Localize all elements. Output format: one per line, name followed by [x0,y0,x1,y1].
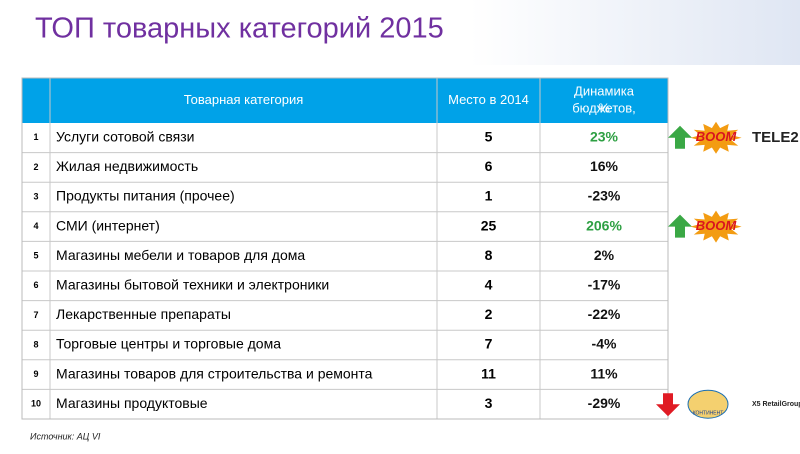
category: Магазины товаров для строительства и рем… [56,365,373,381]
dynamics: -22% [588,306,621,322]
category: СМИ (интернет) [56,217,160,233]
decoration [470,0,800,65]
category: Услуги сотовой связи [56,129,195,145]
category: Магазины продуктовые [56,395,208,411]
arrow-up [668,125,692,149]
place-2014: 3 [485,395,493,411]
place-2014: 5 [485,129,493,145]
category: Жилая недвижимость [56,158,198,174]
row-number: 9 [33,369,38,379]
row-number: 6 [33,280,38,290]
continent-logo [687,389,729,419]
dynamics: -4% [592,336,617,352]
place-2014: 4 [485,277,493,293]
dynamics: 16% [590,158,619,174]
place-2014: 8 [485,247,493,263]
row-number: 1 [33,132,38,142]
dynamics: 206% [586,217,622,233]
row-number: 7 [33,310,38,320]
place-2014: 2 [485,306,493,322]
arrow-up [668,214,692,238]
category: Магазины бытовой техники и электроники [56,277,329,293]
place-2014: 7 [485,336,493,352]
dynamics: -17% [588,277,621,293]
slide-title: ТОП товарных категорий 2015 [35,13,444,45]
category: Продукты питания (прочее) [56,188,235,204]
dynamics: -29% [588,395,621,411]
category: Магазины мебели и товаров для дома [56,247,305,263]
dynamics: 23% [590,129,619,145]
boom-burst [690,121,742,154]
header-cell: Место в 2014 [448,92,529,107]
place-2014: 1 [485,188,493,204]
row-number: 5 [33,251,38,261]
category: Торговые центры и торговые дома [56,336,281,352]
row-number: 10 [31,399,41,409]
boom-burst [690,210,742,243]
place-2014: 25 [481,217,497,233]
boom-text: BOOM [696,129,738,144]
row-number: 2 [33,162,38,172]
arrow-down [656,393,680,417]
boom-text: BOOM [696,218,738,233]
table-outline [21,77,669,420]
row-number: 4 [33,221,38,231]
brand-logo: TELE2 [752,129,799,146]
category: Лекарственные препараты [56,306,231,322]
row-number: 3 [33,191,38,201]
dynamics: -23% [588,188,621,204]
dynamics: 11% [590,365,618,381]
header-cell: Динамика бюджетов,% [572,84,636,116]
header-cell: Товарная категория [184,92,304,107]
place-2014: 6 [485,158,493,174]
continent-text: КОНТИНЕНТ [693,411,724,417]
brand-logo: X5 RetailGroup [752,401,800,408]
dynamics: 2% [594,247,615,263]
table-header [22,78,668,123]
source: Источник: АЦ VI [30,431,101,441]
place-2014: 11 [481,365,496,381]
row-number: 8 [33,339,38,349]
